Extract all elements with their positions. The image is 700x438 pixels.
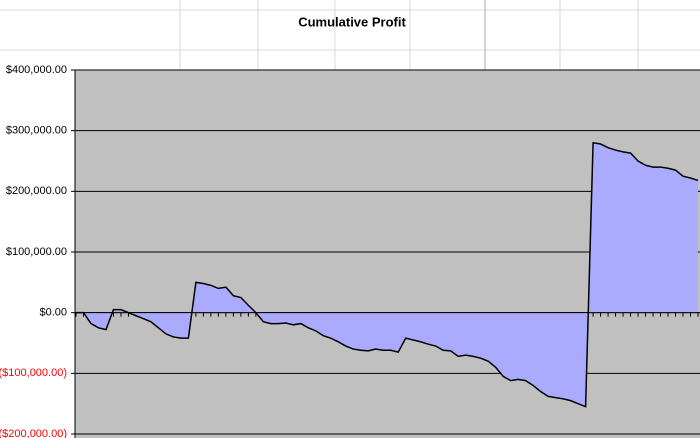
sheet-grid — [0, 0, 700, 70]
y-tick-label: $300,000.00 — [6, 125, 67, 137]
area — [76, 142, 698, 407]
line — [76, 141, 699, 408]
y-tick-label: ($100,000.00) — [0, 367, 67, 379]
y-tick-label: $400,000.00 — [6, 64, 67, 76]
y-tick-label: $200,000.00 — [6, 185, 67, 197]
y-tick-label: ($200,000.00) — [0, 428, 67, 438]
y-tick-label: $100,000.00 — [6, 246, 67, 258]
chart-title: Cumulative Profit — [298, 14, 406, 29]
y-tick-label: $0.00 — [39, 307, 67, 319]
